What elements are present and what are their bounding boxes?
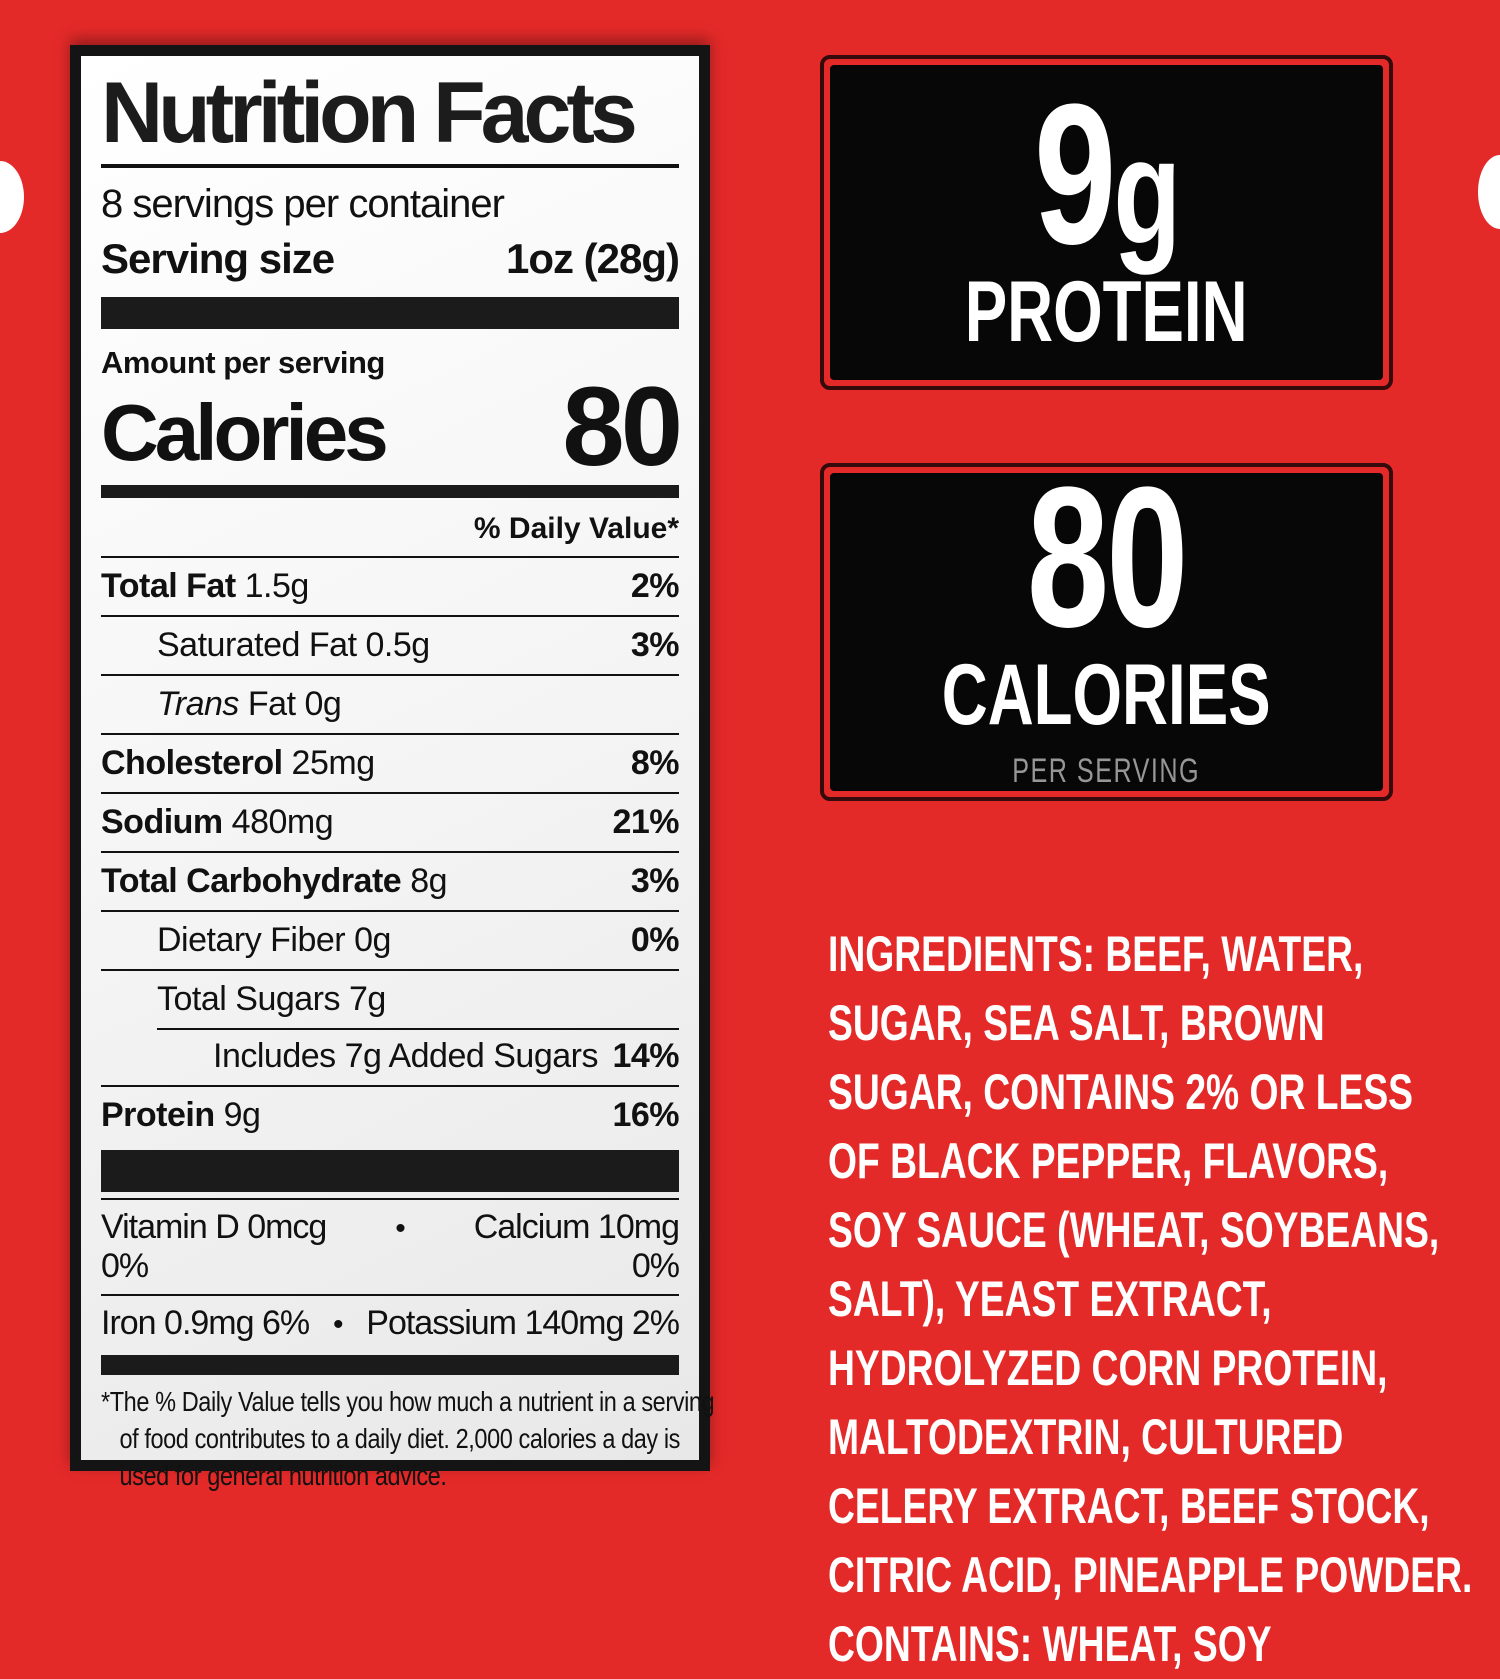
nutrient-amount: 8g bbox=[410, 861, 448, 900]
serving-size-row: Serving size 1oz (28g) bbox=[101, 231, 680, 295]
nutrient-row-sodium: Sodium 480mg 21% bbox=[101, 791, 679, 851]
nutrient-amount: 7g bbox=[349, 979, 386, 1018]
nutrient-amount: 480mg bbox=[231, 802, 334, 841]
nutrient-row-dietary-fiber: Dietary Fiber 0g 0% bbox=[101, 909, 680, 969]
calories-row: Calories 80 bbox=[101, 363, 683, 489]
servings-per-container: 8 servings per container bbox=[101, 181, 505, 226]
bullet-separator: • bbox=[395, 1211, 406, 1245]
serving-size-value: 1oz (28g) bbox=[505, 234, 680, 282]
nutrient-name: Includes 7g Added Sugars bbox=[213, 1036, 598, 1075]
amount-per-serving-label: Amount per serving bbox=[101, 344, 385, 380]
nutrient-dv: 3% bbox=[630, 625, 680, 664]
micronutrient-right: Potassium 140mg 2% bbox=[366, 1303, 680, 1342]
ingredients-heading: INGREDIENTS: bbox=[828, 926, 1095, 982]
ingredients-section: INGREDIENTS: BEEF, WATER, SUGAR, SEA SAL… bbox=[828, 920, 1472, 1679]
nutrient-dv: 0% bbox=[630, 920, 680, 959]
nutrient-row-total-sugars: Total Sugars 7g bbox=[101, 968, 679, 1028]
calories-count: 80 bbox=[1027, 445, 1189, 669]
divider-bar-thick bbox=[101, 296, 679, 329]
daily-value-header: % Daily Value* bbox=[473, 511, 679, 545]
divider-bar-medium bbox=[101, 1354, 679, 1375]
nutrient-amount: 0.5g bbox=[365, 625, 431, 664]
nutrient-name: Sodium bbox=[101, 802, 223, 841]
nutrient-dv: 16% bbox=[612, 1095, 679, 1134]
daily-value-footnote: *The % Daily Value tells you how much a … bbox=[101, 1385, 715, 1492]
package-hang-notch-left bbox=[0, 161, 24, 233]
nutrient-name: Saturated Fat bbox=[157, 625, 357, 664]
micronutrient-left: Iron 0.9mg 6% bbox=[101, 1303, 310, 1342]
micronutrient-right: Calcium 10mg 0% bbox=[473, 1207, 680, 1285]
nutrient-dv: 14% bbox=[612, 1036, 679, 1075]
nutrient-dv: 21% bbox=[612, 802, 679, 841]
nutrient-row-trans-fat: Trans Fat 0g bbox=[101, 673, 679, 733]
micronutrient-row-1: Vitamin D 0mcg 0% • Calcium 10mg 0% bbox=[101, 1197, 680, 1294]
nutrient-row-added-sugars: Includes 7g Added Sugars 14% bbox=[101, 1027, 679, 1085]
nutrient-amount: 1.5g bbox=[244, 566, 310, 605]
nutrition-facts-title: Nutrition Facts bbox=[101, 65, 638, 161]
nutrient-dv: 3% bbox=[630, 861, 680, 900]
ingredients-list: BEEF, WATER, SUGAR, SEA SALT, BROWN SUGA… bbox=[828, 926, 1473, 1603]
nutrient-row-saturated-fat: Saturated Fat 0.5g 3% bbox=[101, 614, 680, 674]
calories-callout-box: 80 CALORIES PER SERVING bbox=[820, 445, 1393, 801]
nutrient-name: Dietary Fiber bbox=[157, 920, 346, 959]
nutrient-name: Total Sugars bbox=[157, 979, 341, 1018]
divider-bar-thick bbox=[101, 1149, 679, 1192]
bullet-separator: • bbox=[332, 1307, 344, 1341]
protein-label: PROTEIN bbox=[965, 263, 1248, 360]
micronutrient-row-2: Iron 0.9mg 6% • Potassium 140mg 2% bbox=[101, 1293, 680, 1351]
per-serving-label: PER SERVING bbox=[1012, 751, 1201, 790]
title-divider bbox=[101, 163, 679, 168]
divider-bar-medium bbox=[101, 484, 679, 498]
nutrient-dv: 2% bbox=[630, 566, 680, 605]
nutrient-row-total-carbohydrate: Total Carbohydrate 8g 3% bbox=[101, 850, 680, 910]
protein-grams: 9g bbox=[1034, 62, 1181, 286]
nutrient-name: Cholesterol bbox=[101, 743, 283, 782]
serving-size-label: Serving size bbox=[101, 234, 335, 282]
protein-callout-box: 9g PROTEIN bbox=[820, 55, 1393, 390]
nutrient-name-italic: Trans bbox=[157, 684, 239, 723]
nutrient-amount: 0g bbox=[354, 920, 391, 959]
nutrient-row-protein: Protein 9g 16% bbox=[101, 1084, 679, 1144]
nutrient-amount: 25mg bbox=[291, 743, 376, 782]
calories-value: 80 bbox=[562, 363, 683, 489]
micronutrient-left: Vitamin D 0mcg 0% bbox=[101, 1207, 327, 1285]
calories-word: CALORIES bbox=[942, 646, 1271, 743]
nutrient-name: Total Fat bbox=[101, 566, 236, 605]
package-hang-notch-right bbox=[1478, 155, 1500, 229]
nutrition-facts-panel: Nutrition Facts 8 servings per container… bbox=[70, 45, 715, 1491]
nutrient-amount: 0g bbox=[304, 684, 342, 723]
nutrient-name: Protein bbox=[101, 1095, 215, 1134]
nutrient-dv: 8% bbox=[630, 743, 680, 782]
nutrient-amount: 9g bbox=[223, 1095, 261, 1134]
nutrient-name: Total Carbohydrate bbox=[101, 861, 402, 900]
nutrient-row-total-fat: Total Fat 1.5g 2% bbox=[101, 555, 680, 615]
allergen-statement: CONTAINS: WHEAT, SOY bbox=[828, 1616, 1272, 1672]
nutrient-name: Fat bbox=[247, 684, 296, 723]
nutrient-row-cholesterol: Cholesterol 25mg 8% bbox=[101, 732, 680, 792]
gram-unit: g bbox=[1113, 106, 1182, 275]
calories-label: Calories bbox=[101, 387, 389, 477]
package-back-panel: { "colors": { "background_red": "#e42a29… bbox=[0, 45, 1500, 1672]
